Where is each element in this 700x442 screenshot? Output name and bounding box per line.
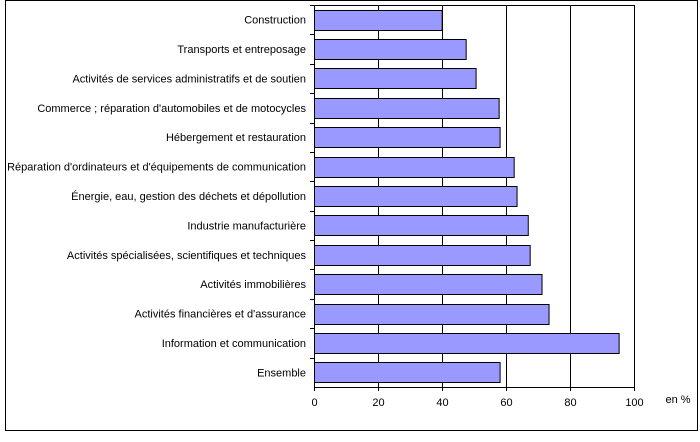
x-tick-label: 20 [372,397,384,409]
category-label: Hébergement et restauration [166,132,306,144]
bar [314,127,501,148]
category-label: Activités financières et d'assurance [135,309,306,321]
category-label: Énergie, eau, gestion des déchets et dép… [71,190,306,203]
x-tick-label: 40 [436,397,448,409]
x-tick-label: 60 [500,397,512,409]
bar [314,157,515,178]
bar [314,362,501,383]
category-label: Activités spécialisées, scientifiques et… [67,250,307,262]
category-label: Information et communication [162,338,306,350]
bar [314,39,467,60]
category-label: Transports et entreposage [177,44,306,56]
bar [314,186,518,207]
bar [314,215,529,236]
category-label: Commerce ; réparation d'automobiles et d… [37,103,306,115]
x-tick-label: 80 [564,397,576,409]
x-tick-label: 0 [311,397,317,409]
x-axis-label: en % [665,394,690,406]
category-label: Réparation d'ordinateurs et d'équipement… [7,162,306,174]
category-label: Activités de services administratifs et … [72,73,306,85]
category-label: Activités immobilières [200,279,306,291]
bar [314,68,477,89]
category-label: Industrie manufacturière [187,220,306,232]
bar [314,10,443,31]
bar [314,245,531,266]
bar [314,274,543,295]
bar [314,98,500,119]
x-tick-label: 100 [625,397,643,409]
bar [314,304,550,325]
category-label: Ensemble [257,367,306,379]
bar [314,333,620,354]
category-label: Construction [244,15,306,27]
